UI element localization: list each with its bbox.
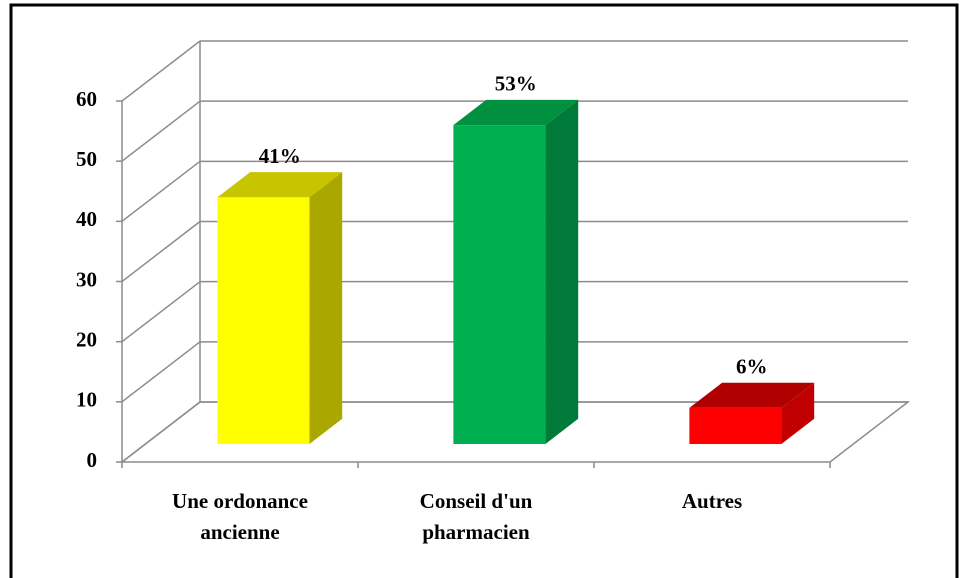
y-tick-label: 30 (76, 267, 97, 291)
y-tick-label: 0 (87, 448, 98, 472)
bar (453, 125, 546, 444)
grid-line-side (121, 40, 201, 102)
bar-top (689, 382, 815, 408)
y-tick-label: 60 (76, 87, 97, 111)
bar-side (545, 99, 579, 445)
x-tick-label: Conseil d'un (420, 489, 533, 513)
bar-side (781, 382, 815, 444)
x-tick-label: Une ordonance (172, 489, 308, 513)
bar (217, 197, 310, 444)
bar-top (217, 172, 343, 198)
x-tick-label: Autres (682, 489, 742, 513)
bar-top (453, 99, 579, 126)
data-label: 53% (495, 72, 537, 96)
x-tick-label: pharmacien (422, 520, 530, 544)
grid-line-side (121, 281, 201, 343)
grid-line-side (121, 220, 201, 283)
y-tick-label: 10 (76, 388, 97, 412)
y-tick-label: 20 (76, 327, 97, 351)
grid-line-side (121, 401, 201, 463)
frame (9, 3, 959, 578)
grid-line-side (121, 160, 201, 222)
grid-line-side (121, 100, 201, 162)
bar-side (309, 172, 343, 444)
data-label: 6% (736, 355, 768, 379)
x-tick-label: ancienne (200, 520, 279, 544)
bar (689, 407, 782, 444)
grid-line-side (121, 341, 201, 403)
y-tick-label: 40 (76, 207, 97, 231)
y-tick-label: 50 (76, 147, 97, 171)
data-label: 41% (259, 144, 301, 168)
